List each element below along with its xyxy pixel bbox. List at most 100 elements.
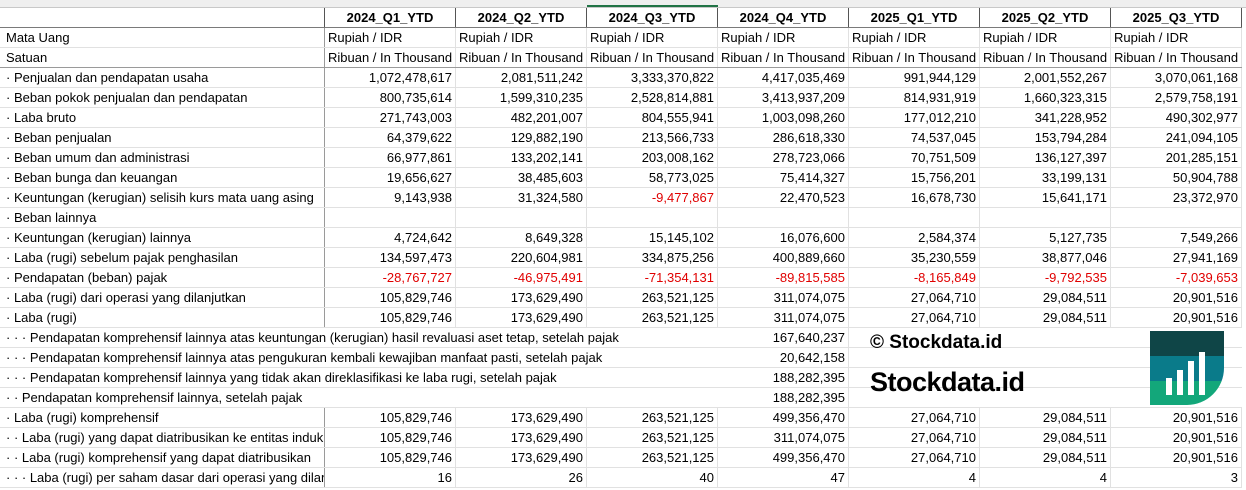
value-cell[interactable]: -9,792,535	[980, 268, 1111, 287]
unit-cell[interactable]: Ribuan / In Thousand	[587, 48, 718, 67]
value-cell[interactable]: 203,008,162	[587, 148, 718, 167]
value-cell[interactable]: 173,629,490	[456, 288, 587, 307]
value-cell[interactable]: 133,202,141	[456, 148, 587, 167]
value-cell[interactable]: 241,094,105	[1111, 128, 1242, 147]
value-cell[interactable]: 26	[456, 468, 587, 487]
value-cell[interactable]: 263,521,125	[587, 428, 718, 447]
value-cell[interactable]: -7,039,653	[1111, 268, 1242, 287]
value-cell[interactable]: 3,413,937,209	[718, 88, 849, 107]
value-cell[interactable]: 38,485,603	[456, 168, 587, 187]
row-label[interactable]: · · Pendapatan komprehensif lainnya, set…	[6, 390, 303, 405]
label-header[interactable]	[0, 8, 325, 27]
value-cell[interactable]: 27,064,710	[849, 308, 980, 327]
row-label[interactable]: · Beban lainnya	[0, 208, 325, 227]
period-header[interactable]: 2024_Q2_YTD	[456, 8, 587, 27]
row-label[interactable]: · · · Pendapatan komprehensif lainnya ya…	[6, 370, 557, 385]
value-cell[interactable]: 16	[325, 468, 456, 487]
value-cell[interactable]: 31,324,580	[456, 188, 587, 207]
value-cell[interactable]: 278,723,066	[718, 148, 849, 167]
value-cell[interactable]: -46,975,491	[456, 268, 587, 287]
currency-cell[interactable]: Rupiah / IDR	[980, 28, 1111, 47]
value-cell[interactable]: 15,756,201	[849, 168, 980, 187]
value-cell[interactable]: 47	[718, 468, 849, 487]
value-cell[interactable]: -28,767,727	[325, 268, 456, 287]
unit-cell[interactable]: Ribuan / In Thousand	[456, 48, 587, 67]
value-cell[interactable]	[718, 208, 849, 227]
value-cell[interactable]: 188,282,395	[718, 368, 849, 387]
value-cell[interactable]: 2,001,552,267	[980, 68, 1111, 87]
period-header[interactable]: 2025_Q1_YTD	[849, 8, 980, 27]
value-cell[interactable]	[849, 208, 980, 227]
period-header[interactable]: 2024_Q4_YTD	[718, 8, 849, 27]
value-cell[interactable]: 29,084,511	[980, 428, 1111, 447]
value-cell[interactable]: 27,064,710	[849, 448, 980, 467]
value-cell[interactable]: 136,127,397	[980, 148, 1111, 167]
value-cell[interactable]: 75,414,327	[718, 168, 849, 187]
value-cell[interactable]: 177,012,210	[849, 108, 980, 127]
value-cell[interactable]: 490,302,977	[1111, 108, 1242, 127]
row-label[interactable]: · Beban penjualan	[0, 128, 325, 147]
value-cell[interactable]: 9,143,938	[325, 188, 456, 207]
value-cell[interactable]: 2,579,758,191	[1111, 88, 1242, 107]
value-cell[interactable]: 15,145,102	[587, 228, 718, 247]
value-cell[interactable]: 188,282,395	[718, 388, 849, 407]
value-cell[interactable]: 105,829,746	[325, 448, 456, 467]
value-cell[interactable]: 66,977,861	[325, 148, 456, 167]
value-cell[interactable]: 5,127,735	[980, 228, 1111, 247]
column-header-strip[interactable]	[0, 0, 1246, 8]
value-cell[interactable]: 33,199,131	[980, 168, 1111, 187]
value-cell[interactable]: 4	[849, 468, 980, 487]
currency-cell[interactable]: Rupiah / IDR	[456, 28, 587, 47]
row-label[interactable]: · Beban umum dan administrasi	[0, 148, 325, 167]
period-header[interactable]: 2024_Q3_YTD	[587, 8, 718, 27]
value-cell[interactable]: 64,379,622	[325, 128, 456, 147]
value-cell[interactable]: 27,064,710	[849, 288, 980, 307]
value-cell[interactable]: 20,901,516	[1111, 308, 1242, 327]
value-cell[interactable]: 220,604,981	[456, 248, 587, 267]
value-cell[interactable]: 29,084,511	[980, 288, 1111, 307]
value-cell[interactable]: 3	[1111, 468, 1242, 487]
value-cell[interactable]: 35,230,559	[849, 248, 980, 267]
value-cell[interactable]: 263,521,125	[587, 408, 718, 427]
row-label[interactable]: · · Laba (rugi) yang dapat diatribusikan…	[0, 428, 325, 447]
period-header[interactable]: 2025_Q2_YTD	[980, 8, 1111, 27]
value-cell[interactable]: 27,064,710	[849, 428, 980, 447]
spreadsheet-grid[interactable]: 2024_Q1_YTD 2024_Q2_YTD 2024_Q3_YTD 2024_Q4…	[0, 8, 1242, 488]
value-cell[interactable]	[456, 388, 587, 407]
value-cell[interactable]: 2,081,511,242	[456, 68, 587, 87]
unit-cell[interactable]: Ribuan / In Thousand	[849, 48, 980, 67]
unit-cell[interactable]: Ribuan / In Thousand	[980, 48, 1111, 67]
value-cell[interactable]: 129,882,190	[456, 128, 587, 147]
row-label[interactable]: · Laba bruto	[0, 108, 325, 127]
value-cell[interactable]: 38,877,046	[980, 248, 1111, 267]
currency-cell[interactable]: Rupiah / IDR	[718, 28, 849, 47]
value-cell[interactable]	[587, 208, 718, 227]
value-cell[interactable]: 400,889,660	[718, 248, 849, 267]
value-cell[interactable]: 800,735,614	[325, 88, 456, 107]
value-cell[interactable]: 311,074,075	[718, 288, 849, 307]
value-cell[interactable]: 105,829,746	[325, 428, 456, 447]
value-cell[interactable]: 153,794,284	[980, 128, 1111, 147]
row-label[interactable]: · Penjualan dan pendapatan usaha	[0, 68, 325, 87]
value-cell[interactable]: -71,354,131	[587, 268, 718, 287]
value-cell[interactable]: 334,875,256	[587, 248, 718, 267]
value-cell[interactable]: 29,084,511	[980, 448, 1111, 467]
value-cell[interactable]: 19,656,627	[325, 168, 456, 187]
value-cell[interactable]: 286,618,330	[718, 128, 849, 147]
value-cell[interactable]: 311,074,075	[718, 308, 849, 327]
value-cell[interactable]	[587, 348, 718, 367]
value-cell[interactable]: 27,941,169	[1111, 248, 1242, 267]
value-cell[interactable]: 22,470,523	[718, 188, 849, 207]
value-cell[interactable]: 341,228,952	[980, 108, 1111, 127]
value-cell[interactable]: 8,649,328	[456, 228, 587, 247]
value-cell[interactable]: 20,642,158	[718, 348, 849, 367]
value-cell[interactable]: 105,829,746	[325, 408, 456, 427]
value-cell[interactable]: 3,070,061,168	[1111, 68, 1242, 87]
value-cell[interactable]	[980, 208, 1111, 227]
row-label[interactable]: · · · Laba (rugi) per saham dasar dari o…	[0, 468, 325, 487]
period-header[interactable]: 2024_Q1_YTD	[325, 8, 456, 27]
value-cell[interactable]: 2,584,374	[849, 228, 980, 247]
value-cell[interactable]: 991,944,129	[849, 68, 980, 87]
value-cell[interactable]: 27,064,710	[849, 408, 980, 427]
value-cell[interactable]	[587, 388, 718, 407]
